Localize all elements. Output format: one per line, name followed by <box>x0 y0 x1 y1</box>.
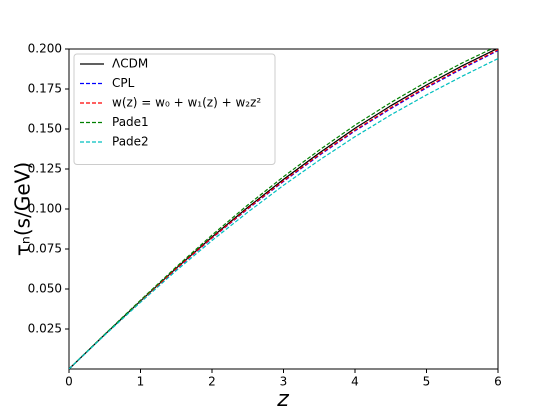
y-tick-label: 0.125 <box>28 162 62 176</box>
y-tick-label: 0.150 <box>28 122 62 136</box>
y-tick-label: 0.175 <box>28 82 62 96</box>
x-axis-label: z <box>276 387 289 412</box>
legend-label: w(z) = w₀ + w₁(z) + w₂z² <box>112 96 261 110</box>
legend-label: Pade2 <box>112 135 149 149</box>
y-tick-label: 0.025 <box>28 322 62 336</box>
legend-label: ΛCDM <box>112 57 148 71</box>
x-tick-label: 2 <box>208 375 216 389</box>
x-tick-label: 4 <box>351 375 359 389</box>
y-axis-label: τₙ(s/GeV) <box>11 162 35 256</box>
x-tick-label: 3 <box>280 375 288 389</box>
legend-box <box>73 53 276 165</box>
y-tick-label: 0.050 <box>28 282 62 296</box>
series-line <box>69 58 498 369</box>
plot-area <box>69 49 498 369</box>
y-tick-label: 0.200 <box>28 42 62 56</box>
y-tick-label: 0.100 <box>28 202 62 216</box>
x-tick-label: 0 <box>65 375 73 389</box>
x-tick-label: 1 <box>137 375 145 389</box>
x-tick-label: 5 <box>423 375 431 389</box>
series-line <box>69 49 498 369</box>
legend-label: CPL <box>112 76 135 90</box>
series-line <box>69 49 493 369</box>
x-tick-label: 6 <box>494 375 502 389</box>
legend-label: Pade1 <box>112 115 149 129</box>
y-tick-label: 0.075 <box>28 242 62 256</box>
